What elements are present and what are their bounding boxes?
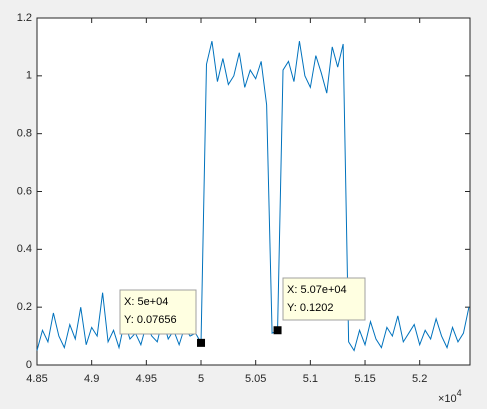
x-tick-label: 5.15 (354, 373, 375, 385)
data-tip: X: 5e+04 Y: 0.07656 (119, 289, 206, 347)
data-tip: X: 5.07e+04 Y: 0.1202 (273, 277, 366, 335)
data-tip-box (282, 277, 366, 321)
data-tip-box (119, 289, 197, 335)
data-tip-marker (273, 326, 282, 335)
data-tip-x: X: 5.07e+04 (287, 284, 347, 296)
multiplier-base: ×10 (438, 393, 457, 405)
multiplier-exponent: 4 (457, 388, 462, 398)
data-tip-y: Y: 0.07656 (124, 314, 177, 326)
x-tick-label: 5.2 (412, 373, 427, 385)
x-tick-label: 5.1 (303, 373, 318, 385)
data-tip-marker (197, 338, 206, 347)
x-tick-label: 5 (198, 373, 204, 385)
x-tick-label: 4.9 (84, 373, 99, 385)
y-tick-label: 1 (26, 70, 32, 82)
x-multiplier: ×104 (438, 388, 462, 405)
data-tip-y: Y: 0.1202 (287, 302, 334, 314)
y-tick-label: 0.8 (17, 128, 32, 140)
plot-area (37, 18, 470, 365)
data-tip-x: X: 5e+04 (124, 296, 168, 308)
y-tick-label: 0.2 (17, 301, 32, 313)
y-tick-label: 0.6 (17, 185, 32, 197)
x-tick-label: 4.95 (136, 373, 157, 385)
x-tick-label: 5.05 (245, 373, 266, 385)
x-tick-label: 4.85 (26, 373, 47, 385)
axes-box (36, 17, 471, 366)
y-tick-label: 0.4 (17, 243, 32, 255)
y-tick-label: 1.2 (17, 12, 32, 24)
data-line (36, 41, 470, 352)
y-tick-label: 0 (26, 359, 32, 371)
